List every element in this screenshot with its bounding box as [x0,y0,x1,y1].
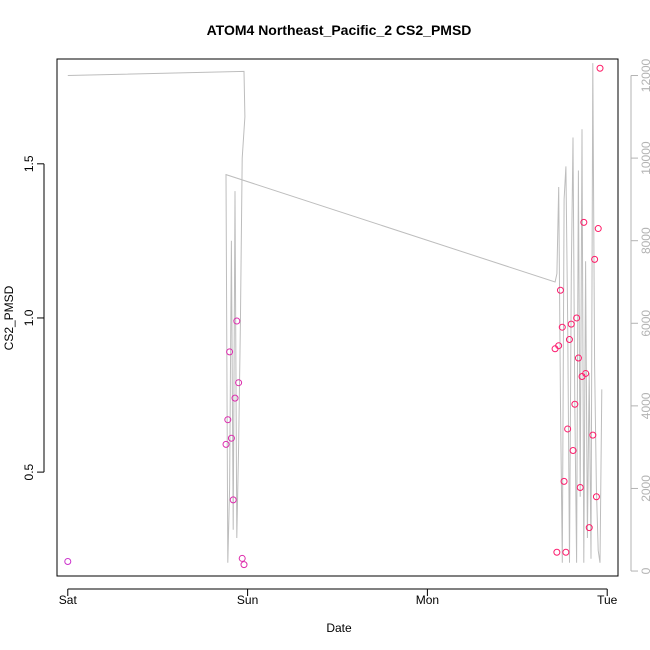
y2-tick-label: 6000 [639,310,650,337]
data-point [594,225,602,233]
y2-axis: 0 2000 4000 6000 8000 10000 12000 [630,59,650,574]
data-point [564,425,572,433]
data-point [224,416,232,424]
data-point [574,354,582,362]
data-point [573,314,581,322]
chart-title: ATOM4 Northeast_Pacific_2 CS2_PMSD [207,22,472,38]
x-tick-label: Sun [237,593,258,607]
y2-tick-label: 4000 [639,392,650,419]
line-layer [67,63,603,563]
data-point [238,554,246,562]
y-axis: 0.5 1.0 1.5 [22,155,45,480]
y2-tick-label: 12000 [639,59,650,93]
y2-tick-label: 10000 [639,141,650,175]
y-tick-label: 1.5 [22,155,36,172]
points-layer [64,64,604,569]
data-point [571,400,579,408]
x-axis: Sat Sun Mon Tue [59,588,618,607]
data-point [585,524,593,532]
data-point [591,255,599,263]
y2-tick-label: 2000 [639,475,650,502]
data-point [222,440,230,448]
data-point [560,477,568,485]
data-point [231,394,239,402]
x-axis-label: Date [326,621,352,635]
data-point [567,320,575,328]
data-point [558,323,566,331]
y2-tick-label: 0 [639,567,650,574]
data-point [596,64,604,72]
data-point [64,558,72,566]
x-tick-label: Sat [59,593,78,607]
data-point [556,286,564,294]
data-point [592,493,600,501]
data-point [240,561,248,569]
x-tick-label: Tue [597,593,618,607]
y-tick-label: 0.5 [22,463,36,480]
data-point [233,317,241,325]
y-tick-label: 1.0 [22,309,36,326]
data-point [226,348,234,356]
data-point [553,548,561,556]
data-point [562,548,570,556]
y-axis-label: CS2_PMSD [2,285,16,350]
data-point [589,431,597,439]
series-line [67,63,603,563]
data-point [555,342,563,350]
x-tick-label: Mon [416,593,439,607]
data-point [229,496,237,504]
y2-tick-label: 8000 [639,227,650,254]
data-point [227,434,235,442]
data-point [576,484,584,492]
data-point [565,336,573,344]
plot-frame [56,58,619,577]
data-point [235,379,243,387]
data-point [582,369,590,377]
data-point [580,218,588,226]
data-point [569,447,577,455]
